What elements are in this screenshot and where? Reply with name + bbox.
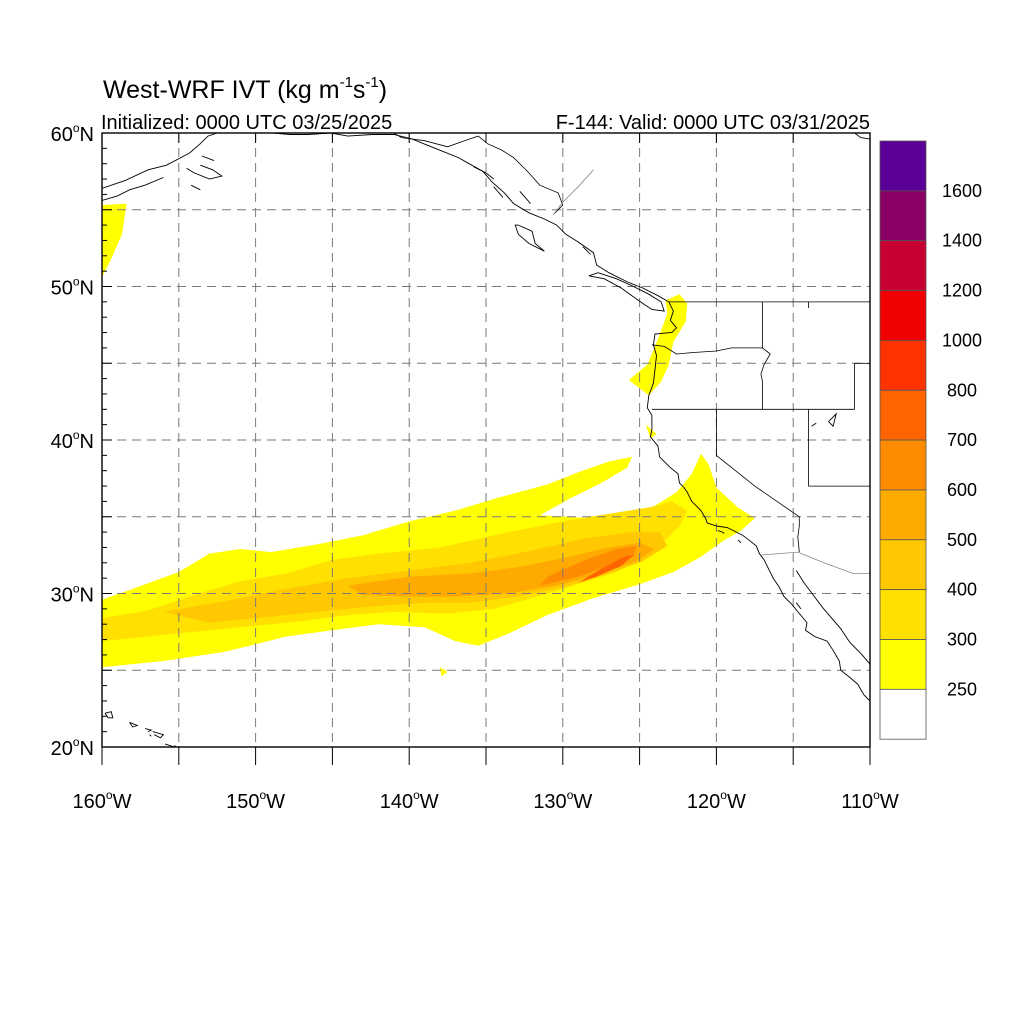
colorbar-bin	[879, 389, 927, 441]
coastline	[273, 133, 870, 702]
colorbar-bin	[879, 688, 927, 740]
colorbar-label-300: 300	[947, 630, 977, 650]
colorbar-bin	[879, 240, 927, 291]
lat-lon-gridlines	[102, 133, 870, 747]
state-border	[651, 344, 763, 355]
coastline	[737, 539, 742, 544]
coastlines	[102, 133, 870, 747]
lat-label-20: 20oN	[51, 735, 94, 760]
colorbar-bin	[879, 339, 927, 391]
ivt-contour-600-0	[539, 545, 637, 586]
colorbar-bin	[879, 639, 927, 690]
coastline	[190, 184, 201, 191]
coastline	[144, 728, 153, 733]
coastline	[588, 272, 665, 312]
ivt-contour-250-4	[439, 667, 448, 677]
national-border	[553, 169, 594, 215]
lon-label-130: 130oW	[533, 788, 592, 813]
colorbar-label-700: 700	[947, 430, 977, 450]
colorbar-label-250: 250	[947, 679, 977, 699]
colorbar-bin	[879, 539, 927, 591]
lake-outline	[811, 422, 817, 427]
coastline	[129, 721, 139, 728]
colorbar-label-600: 600	[947, 480, 977, 500]
lat-label-30: 30oN	[51, 582, 94, 607]
coastline	[795, 570, 870, 665]
colorbar-label-1600: 1600	[942, 181, 982, 201]
title-text: West-WRF IVT (kg m	[103, 76, 340, 104]
title-close: )	[379, 76, 387, 104]
political-borders	[393, 133, 870, 574]
colorbar-bin	[879, 589, 927, 640]
lat-label-50: 50oN	[51, 275, 94, 300]
coastline	[104, 711, 114, 719]
coastline	[582, 246, 591, 255]
colorbar-bin	[879, 489, 927, 541]
colorbar-label-800: 800	[947, 380, 977, 400]
lon-label-140: 140oW	[380, 788, 439, 813]
state-border	[393, 133, 564, 215]
ivt-contour-500-0	[347, 542, 655, 597]
colorbar-label-1400: 1400	[942, 231, 982, 251]
title-exp-2: -1	[365, 74, 378, 91]
state-border	[760, 301, 771, 410]
lat-label-40: 40oN	[51, 428, 94, 453]
coastline	[186, 164, 223, 180]
init-time-label: Initialized: 0000 UTC 03/25/2025	[101, 112, 392, 134]
national-border	[760, 551, 870, 574]
colorbar-label-500: 500	[947, 530, 977, 550]
ivt-contour-250-1	[102, 203, 127, 278]
coastline	[149, 734, 152, 737]
coastline	[854, 133, 870, 140]
title-unit-s: s	[353, 76, 366, 104]
longitude-labels: 160oW 150oW 140oW 130oW 120oW 110oW	[73, 788, 899, 813]
title-exp-1: -1	[340, 74, 353, 91]
ivt-contour-700-0	[578, 555, 634, 583]
colorbar-label-1200: 1200	[942, 281, 982, 301]
lon-label-110: 110oW	[841, 788, 899, 813]
coastline	[519, 191, 531, 204]
colorbar-bin	[879, 290, 927, 341]
lon-label-120: 120oW	[687, 788, 746, 813]
lake-outline	[828, 412, 838, 428]
svg-text:West-WRF IVT (kg m-1s-1): West-WRF IVT (kg m-1s-1)	[103, 74, 387, 104]
state-border	[808, 409, 870, 487]
coastline	[102, 177, 164, 201]
state-border	[716, 409, 800, 526]
figure-title: West-WRF IVT (kg m-1s-1)	[103, 74, 387, 104]
coastline	[717, 530, 725, 534]
ivt-shading	[102, 203, 755, 677]
colorbar-label-1000: 1000	[942, 330, 982, 350]
colorbar-label-400: 400	[947, 580, 977, 600]
coastline	[102, 133, 218, 189]
state-border	[797, 525, 800, 553]
lat-label-60: 60oN	[51, 121, 94, 146]
colorbar-bin	[879, 140, 927, 192]
ivt-contour-250-2	[628, 294, 688, 396]
valid-time-label: F-144: Valid: 0000 UTC 03/31/2025	[556, 112, 870, 134]
latitude-labels: 60oN 50oN 40oN 30oN 20oN	[51, 121, 94, 760]
colorbar-bin	[879, 439, 927, 491]
lon-label-150: 150oW	[226, 788, 285, 813]
lon-label-160: 160oW	[73, 788, 132, 813]
coastline	[152, 731, 165, 739]
coastline	[514, 224, 545, 252]
axis-ticks	[101, 132, 871, 765]
coastline	[493, 186, 504, 198]
coastline	[473, 166, 494, 180]
coastline	[795, 602, 802, 610]
colorbar-bin	[879, 190, 927, 242]
colorbar: 1600 1400 1200 1000 800 700 600 500 400 300 250	[879, 140, 982, 740]
coastline	[201, 155, 215, 162]
